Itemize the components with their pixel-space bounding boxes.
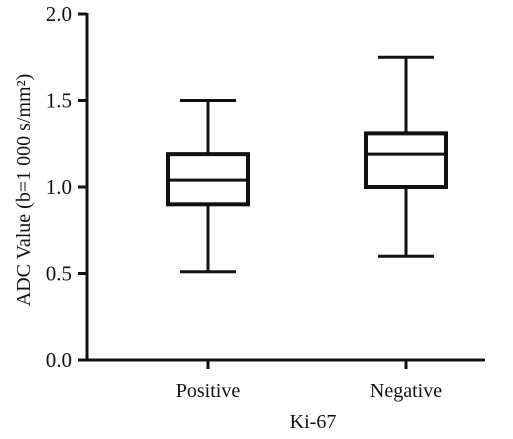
y-tick-label: 0.5: [46, 262, 72, 286]
y-tick-label: 2.0: [46, 2, 72, 26]
box-negative: [364, 55, 448, 258]
x-tick-label: Negative: [370, 380, 442, 402]
x-axis-ticks: Positive Negative: [176, 360, 442, 402]
y-axis-ticks: 0.0 0.5 1.0 1.5 2.0: [46, 2, 87, 372]
y-axis-title: ADC Value (b=1 000 s/mm²): [13, 74, 35, 306]
y-tick-label: 0.0: [46, 348, 72, 372]
y-tick-label: 1.5: [46, 89, 72, 113]
y-tick-label: 1.0: [46, 175, 72, 199]
iqr-box: [364, 131, 448, 189]
x-axis-title: Ki-67: [290, 411, 337, 433]
x-tick-label: Positive: [176, 380, 241, 402]
box-positive: [166, 99, 250, 274]
plot-area: [166, 55, 448, 274]
